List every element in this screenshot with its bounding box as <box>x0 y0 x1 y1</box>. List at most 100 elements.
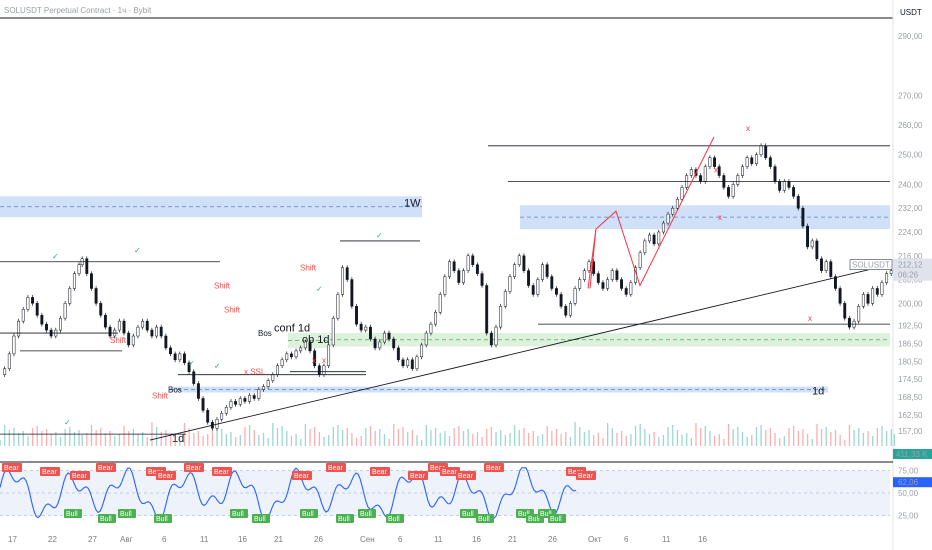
price-tick: 180,50 <box>898 357 923 366</box>
x-mark: x <box>714 166 718 175</box>
price-tick: 290,00 <box>898 32 923 41</box>
candle-body <box>736 175 740 185</box>
candle-body <box>308 341 312 352</box>
candle-body <box>531 285 535 295</box>
price-symbol-label: SOLUSDT.P <box>852 261 896 270</box>
bull-badge-label: Bull <box>528 516 540 523</box>
candle-body <box>294 350 298 358</box>
volume-bar <box>27 436 29 446</box>
candle-body <box>875 288 879 295</box>
volume-bar <box>723 439 725 446</box>
oscillator-pane: 75,0050,0025,0062,06BearBearBearBearBear… <box>0 463 932 523</box>
price-tick: 224,00 <box>898 228 923 237</box>
volume-bar <box>155 427 158 446</box>
volume-bar <box>751 435 753 446</box>
candle-body <box>564 306 568 316</box>
bull-badge-label: Bull <box>478 516 490 523</box>
volume-bar <box>146 437 148 446</box>
volume-bar <box>541 434 544 446</box>
candle-body <box>355 306 358 325</box>
volume-bar <box>532 431 534 446</box>
candle-body <box>620 279 623 289</box>
price-tick: 192,50 <box>898 322 923 331</box>
candle-body <box>838 288 842 304</box>
candle-body <box>792 187 796 197</box>
bear-badge <box>96 463 116 472</box>
candle-body <box>745 157 749 167</box>
volume-bar <box>648 434 651 446</box>
candle-body <box>396 347 400 361</box>
candle-body <box>108 326 112 337</box>
bull-badge-label: Bull <box>232 511 244 518</box>
volume-bar <box>174 433 176 446</box>
time-tick: 17 <box>8 535 17 544</box>
candle-body <box>601 282 605 289</box>
bear-badge-label: Bear <box>328 465 343 472</box>
volume-bar <box>160 432 162 446</box>
candle-body <box>68 288 72 304</box>
bear-badge <box>456 471 476 480</box>
candle-body <box>675 199 679 209</box>
volume-bar <box>64 429 66 446</box>
time-tick: Авг <box>120 535 133 544</box>
candle-body <box>317 365 321 375</box>
volume-bar <box>518 430 520 446</box>
check-mark: ✓ <box>134 246 141 255</box>
volume-bar <box>197 431 200 446</box>
volume-bar <box>713 436 716 446</box>
volume-bar <box>462 431 465 446</box>
volume-bar <box>73 432 76 446</box>
bear-badge <box>440 467 460 476</box>
volume-bar <box>444 431 446 446</box>
candle-body <box>276 365 279 375</box>
candle-body <box>7 353 11 369</box>
zone-label-1w: 1W <box>404 197 421 209</box>
countdown: 06:26 <box>898 271 919 280</box>
volume-bar <box>527 433 530 446</box>
price-tick: 250,00 <box>898 151 923 160</box>
osc-tick: 75,00 <box>898 467 919 476</box>
volume-bar <box>36 426 38 446</box>
volume-bar <box>514 425 516 446</box>
currency-label[interactable]: USDT <box>900 8 922 17</box>
candle-body <box>145 320 149 331</box>
volume-bar <box>602 438 604 446</box>
candle-body <box>164 335 168 349</box>
candle-body <box>327 344 331 367</box>
candle-body <box>201 398 205 411</box>
volume-bar <box>31 428 34 446</box>
volume-bar <box>523 428 525 446</box>
volume-bar <box>425 425 427 446</box>
bull-badge <box>252 514 270 523</box>
bull-badge-label: Bull <box>254 516 266 523</box>
volume-bar <box>537 436 539 446</box>
candle-body <box>373 338 377 349</box>
candle-body <box>45 323 48 331</box>
candle-body <box>587 261 591 271</box>
volume-bar <box>755 427 758 446</box>
volume-bar <box>686 433 688 446</box>
osc-value: 62,06 <box>898 478 919 487</box>
candle-body <box>59 317 62 331</box>
candle-body <box>401 359 405 366</box>
volume-bar <box>667 427 669 446</box>
bull-badge-label: Bull <box>338 516 350 523</box>
volume-bar <box>276 428 279 446</box>
candle-body <box>155 326 159 337</box>
candle-body <box>555 288 558 295</box>
candle-body <box>336 294 340 319</box>
candle-body <box>522 255 526 271</box>
candle-body <box>545 264 549 277</box>
volume-bar <box>569 437 572 446</box>
volume-bar <box>574 422 576 446</box>
bull-badge <box>336 514 354 523</box>
volume-bar <box>695 423 697 446</box>
volume-bar <box>858 428 860 446</box>
volume-bar <box>593 435 595 446</box>
candle-body <box>280 359 284 366</box>
volume-bar <box>407 432 409 446</box>
volume-bar <box>741 432 744 446</box>
volume-bar <box>579 427 581 446</box>
volume-bar <box>239 435 241 446</box>
